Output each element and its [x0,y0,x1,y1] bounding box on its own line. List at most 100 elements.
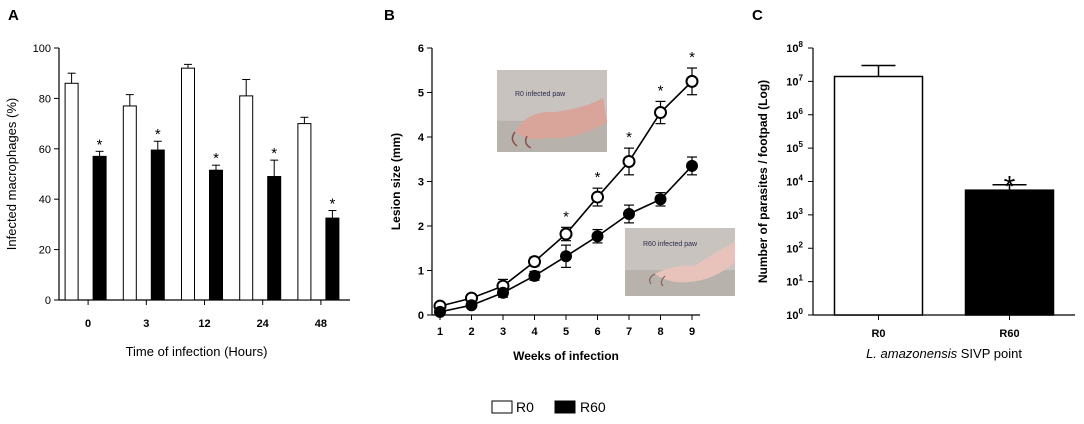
panel-b-point-r60 [497,286,509,299]
panel-b-x-tick-label: 6 [594,326,600,338]
panel-c-y-tick-base: 10 [786,110,798,122]
panel-letter-a: A [8,7,19,24]
panel-b-y-tick-label: 0 [418,310,424,322]
panel-a-significance-star: * [155,126,161,143]
panel-c-y-tick-base: 10 [786,76,798,88]
panel-b-x-tick-label: 9 [689,326,695,338]
panel-b-significance-star: * [563,208,569,225]
panel-a-x-axis-title: Time of infection (Hours) [126,344,268,359]
panel-b-y-tick-label: 1 [418,266,424,278]
panel-c-y-tick-label: 104 [786,174,803,189]
panel-c-x-tick-label: R0 [871,328,885,340]
panel-c-y-tick-label: 102 [786,240,803,255]
panel-b-point-r60 [623,207,635,220]
panel-c-x-axis-title-italic: L. amazonensis [866,346,958,361]
panel-c-y-tick-base: 10 [786,243,798,255]
panel-a-x-tick-label: 24 [257,318,270,330]
panel-b-point-r60 [654,193,667,206]
panel-b-point-r0 [528,255,541,269]
panel-c-y-tick-label: 108 [786,40,803,55]
panel-c-y-tick-label: 103 [786,207,803,222]
panel-b-photo-r0-claws [511,131,532,149]
panel-b-photo-r0: R0 infected paw [497,70,607,152]
panel-c-y-tick-label: 106 [786,107,803,122]
panel-b-chart: Lesion size (mm) Weeks of infection R0 i… [389,43,735,363]
panel-a-y-tick-label: 100 [33,43,51,55]
panel-b-y-axis-title: Lesion size (mm) [389,133,403,230]
panel-c-y-tick-base: 10 [786,277,798,289]
panel-c-y-tick-exponent: 4 [799,174,804,183]
panel-a-bar-r0 [239,95,254,301]
panel-c-y-tick-exponent: 1 [799,274,804,283]
panel-b-point-r60 [434,305,446,318]
panel-a-chart: Infected macrophages (%) Time of infecti… [4,43,350,359]
panel-c-x-axis-title-rest: SIVP point [957,346,1022,361]
panel-b-x-tick-label: 7 [626,326,632,338]
panel-b-significance-star: * [689,49,695,66]
panel-a-y-tick-label: 20 [39,245,51,257]
panel-a-y-tick-label: 60 [39,144,51,156]
panel-b-point-r0 [622,154,636,168]
panel-b-y-tick-label: 3 [418,177,424,189]
panel-a-bar-r0 [64,82,79,301]
panel-a-significance-star: * [97,136,103,153]
legend-label-r60: R60 [580,399,606,415]
panel-b-significance-star: * [595,169,601,186]
panel-b-significance-star: * [658,82,664,99]
legend-swatch-r0 [491,400,513,414]
panel-c-y-tick-label: 107 [786,73,803,88]
panel-c-y-tick-base: 10 [786,43,798,55]
panel-a-bar-r60 [92,155,107,301]
panel-b-photo-r60-paw [655,242,735,283]
panel-c-y-tick-exponent: 2 [799,240,804,249]
panel-c-significance-star: * [1004,171,1016,204]
panel-b-point-r0 [559,227,573,241]
panel-a-bar-r60 [267,176,282,301]
panel-b-x-tick-label: 3 [500,326,506,338]
panel-b-photo-r0-paw [515,98,607,140]
panel-b-point-r60 [560,250,572,263]
panel-b-y-tick-label: 4 [418,132,425,144]
panel-c-y-tick-exponent: 5 [799,140,804,149]
panel-c-y-tick-exponent: 7 [799,73,804,82]
panel-a-y-axis-title: Infected macrophages (%) [4,98,19,250]
panel-b-significance-star: * [626,129,632,146]
panel-b-photo-r0-label: R0 infected paw [515,91,566,98]
panel-c-bar-r60 [964,189,1055,316]
panel-b-y-tick-label: 2 [418,221,424,233]
panel-a-significance-star: * [329,196,335,213]
panel-c-y-tick-exponent: 0 [799,307,804,316]
panel-a-bar-r0 [181,67,195,301]
panel-b-x-tick-label: 2 [468,326,474,338]
panel-a-bar-r60 [150,149,165,301]
panel-c-bar-r0 [833,75,924,316]
panel-c-y-tick-exponent: 6 [799,107,804,116]
panel-b-x-axis-title: Weeks of infection [513,349,619,363]
panel-a-x-tick-label: 12 [198,318,210,330]
panel-c-y-axis-title: Number of parasites / footpad (Log) [756,80,770,283]
panel-b-x-tick-label: 4 [531,326,538,338]
panel-a-y-tick-label: 40 [39,194,51,206]
panel-b-point-r0 [685,74,699,88]
panel-c-y-tick-base: 10 [786,177,798,189]
panel-a-significance-star: * [271,145,277,162]
panel-a-y-tick-label: 0 [45,295,51,307]
panel-a-x-tick-label: 3 [143,318,149,330]
panel-a-x-tick-label: 0 [85,318,91,330]
panel-a-bar-r0 [122,105,137,301]
panel-b-point-r60 [686,159,698,172]
panel-letter-c: C [752,7,763,24]
panel-a-bar-r60 [325,217,340,301]
panel-b-x-tick-label: 8 [657,326,663,338]
panel-a-y-tick-label: 80 [39,93,51,105]
panel-c-x-tick-label: R60 [999,328,1019,340]
legend: R0 R60 [491,399,606,415]
panel-c-y-tick-exponent: 3 [799,207,804,216]
panel-a-bar-r0 [297,123,312,301]
panel-c-y-tick-base: 10 [786,210,798,222]
panel-b-point-r60 [528,269,541,282]
panel-b-x-tick-label: 5 [563,326,569,338]
panel-c-y-tick-label: 100 [786,307,803,322]
